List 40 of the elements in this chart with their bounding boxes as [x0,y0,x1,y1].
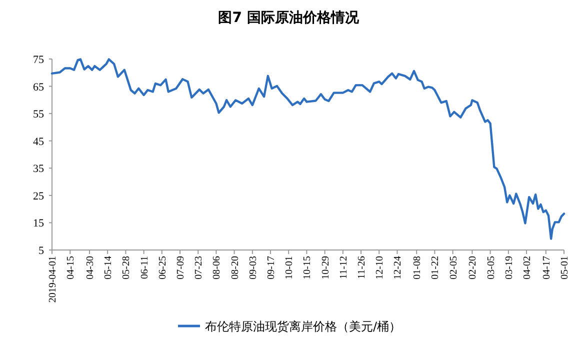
x-tick-label: 12-24 [392,256,404,280]
x-tick-label: 06-11 [139,256,150,279]
y-tick-label: 75 [33,54,44,66]
x-tick-label: 2019-04-01 [48,256,58,303]
y-tick-label: 15 [33,218,44,230]
x-tick-label: 02-05 [448,256,460,280]
x-tick-label: 02-20 [468,256,479,280]
x-tick-label: 04-30 [84,256,96,280]
legend-label: 布伦特原油现货离岸价格（美元/桶） [205,320,402,334]
x-tick-label: 08-20 [230,256,241,280]
x-tick-label: 09-17 [266,256,278,280]
x-tick-label: 03-05 [486,256,497,280]
x-tick-label: 04-02 [522,256,534,280]
x-tick-label: 03-19 [504,256,515,280]
x-tick-label: 10-29 [320,256,332,280]
x-tick-label: 07-23 [194,256,205,280]
x-tick-label: 12-10 [374,256,386,280]
y-tick-label: 65 [33,81,44,94]
y-tick-label: 5 [38,245,44,257]
y-tick-label: 35 [33,163,44,176]
x-tick-label: 07-09 [176,256,186,280]
x-tick-label: 05-01 [560,256,570,280]
x-tick-label: 10-15 [302,256,314,280]
y-tick-label: 45 [33,136,44,148]
x-tick-label: 05-14 [103,256,114,280]
x-tick-label: 09-03 [248,256,259,280]
line-series [50,58,566,240]
x-tick-label: 08-06 [212,256,223,280]
x-tick-label: 06-25 [157,256,168,280]
y-tick-label: 25 [33,190,44,202]
x-tick-label: 05-28 [121,256,132,280]
chart-title: 图7 国际原油价格情况 [218,10,360,26]
x-tick-label: 11-12 [338,256,350,279]
x-tick-label: 04-15 [66,256,77,280]
x-tick-label: 01-22 [430,256,442,280]
x-tick-label: 04-17 [541,256,552,280]
y-tick-label: 55 [33,108,44,121]
x-tick-label: 01-08 [412,256,424,280]
x-tick-label: 11-26 [356,256,368,279]
x-tick-label: 10-01 [284,256,296,280]
